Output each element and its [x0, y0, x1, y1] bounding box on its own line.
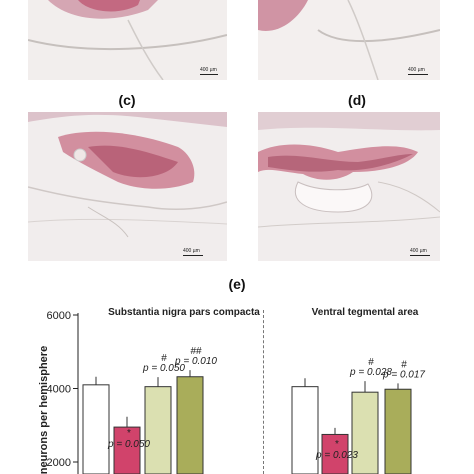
p-value-label: p = 0.023: [315, 450, 358, 461]
y-tick-label: 2000: [47, 457, 71, 469]
micrograph-d-image: [258, 112, 440, 261]
bar-chart-e: 2000 4000 6000 neurons per hemisphere Subst…: [38, 307, 425, 474]
scale-label: 400 µm: [183, 248, 200, 254]
scale-bar: [408, 74, 428, 75]
chart-title: Substantia nigra pars compacta: [108, 307, 260, 318]
bar: [384, 388, 412, 474]
bar: [176, 376, 204, 474]
panel-label-e: (e): [228, 276, 246, 292]
scale-label: 400 µm: [408, 67, 425, 73]
y-tick-label: 4000: [47, 384, 71, 396]
p-value-label: p = 0.050: [107, 439, 150, 450]
significance-symbol: #: [401, 359, 407, 370]
micrograph-b-image: [258, 0, 440, 80]
scale-bar: [183, 255, 203, 256]
bar: [82, 384, 110, 474]
chart-title: Ventral tegmental area: [312, 307, 419, 318]
micrograph-a-image: [28, 0, 227, 80]
bar: [351, 391, 379, 474]
scale-label: 400 µm: [200, 67, 217, 73]
micrograph-b: 400 µm: [258, 0, 440, 80]
significance-symbol: *: [335, 439, 339, 450]
y-axis-label: neurons per hemisphere: [38, 346, 50, 474]
y-tick-label: 6000: [47, 310, 71, 322]
significance-symbol: ##: [190, 346, 202, 357]
p-value-label: p = 0.050: [142, 363, 185, 374]
micrograph-d: 400 µm: [258, 112, 440, 261]
panel-label-d: (d): [348, 92, 366, 108]
significance-symbol: *: [127, 428, 131, 439]
p-value-label: p = 0.010: [174, 356, 217, 367]
micrograph-c: 400 µm: [28, 112, 227, 261]
micrograph-c-image: [28, 112, 227, 261]
panel-divider: [263, 310, 264, 474]
p-value-label: p = 0.017: [382, 369, 425, 380]
micrograph-a: 400 µm: [28, 0, 227, 80]
scale-label: 400 µm: [410, 248, 427, 254]
bar: [321, 433, 349, 474]
significance-symbol: #: [161, 353, 167, 364]
panel-label-c: (c): [118, 92, 136, 108]
p-value-label: p = 0.028: [349, 367, 392, 378]
scale-bar: [410, 255, 430, 256]
significance-symbol: #: [368, 357, 374, 368]
scale-bar: [200, 74, 218, 75]
bar: [291, 386, 319, 474]
bar: [144, 386, 172, 474]
